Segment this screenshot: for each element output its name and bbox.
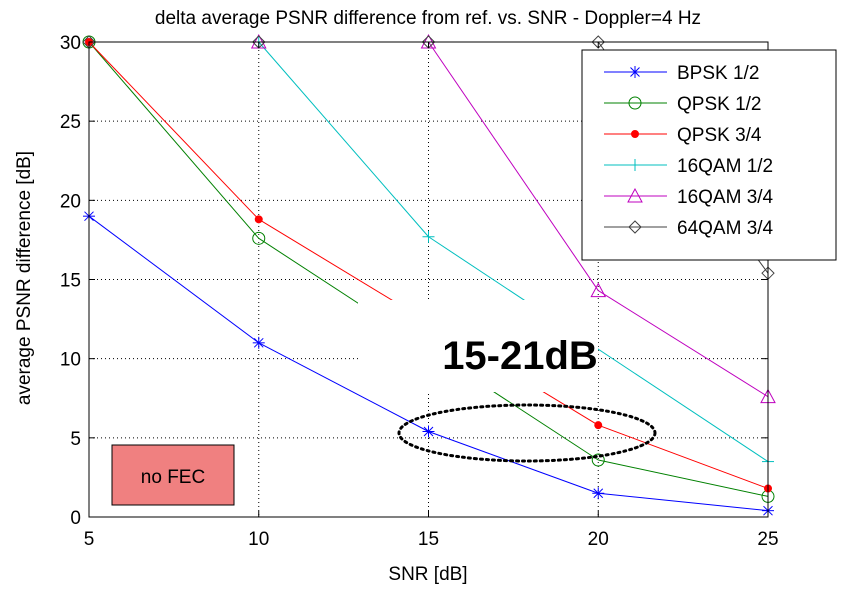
series-segment <box>88 41 260 220</box>
legend-label: 16QAM 3/4 <box>677 187 774 208</box>
x-tick-label: 15 <box>418 529 439 550</box>
series-bpsk-1-2 <box>83 210 774 517</box>
legend-entry: 16QAM 1/2 <box>604 156 773 177</box>
y-tick-label: 20 <box>60 191 81 212</box>
legend-entry: QPSK 1/2 <box>604 94 762 115</box>
legend-entry: 64QAM 3/4 <box>604 218 774 239</box>
data-point <box>594 421 603 430</box>
series-segment <box>598 459 769 497</box>
legend-marker <box>628 96 642 110</box>
legend-label: 16QAM 1/2 <box>677 156 773 177</box>
series-segment <box>428 236 769 463</box>
y-tick-label: 15 <box>60 271 81 292</box>
x-axis-label: SNR [dB] <box>388 564 467 585</box>
series-layer <box>82 33 776 517</box>
legend-label: QPSK 3/4 <box>677 125 762 146</box>
data-point <box>252 336 265 349</box>
legend-marker <box>628 220 642 234</box>
y-axis-label: average PSNR difference [dB] <box>14 151 35 405</box>
no-fec-box <box>111 444 235 506</box>
data-point <box>422 425 435 438</box>
series-segment <box>598 492 769 512</box>
legend-marker <box>629 159 641 171</box>
series-segment <box>428 41 599 291</box>
x-tick-label: 20 <box>588 529 609 550</box>
legend-entry: QPSK 3/4 <box>604 125 762 146</box>
y-tick-label: 0 <box>70 508 81 529</box>
x-tick-label: 25 <box>757 529 778 550</box>
legend-marker <box>629 66 641 78</box>
y-tick-label: 10 <box>60 350 81 371</box>
series-segment <box>88 215 260 344</box>
y-tick-label: 30 <box>60 33 81 54</box>
series-segment <box>258 342 429 432</box>
legend-label: 64QAM 3/4 <box>677 218 774 239</box>
series-segment <box>88 41 260 239</box>
y-tick-label: 25 <box>60 112 81 133</box>
data-point <box>254 215 263 224</box>
series-segment <box>597 290 769 398</box>
chart-title: delta average PSNR difference from ref. … <box>155 8 701 29</box>
data-point <box>591 453 605 467</box>
legend: BPSK 1/2 QPSK 1/2 QPSK 3/4 16QAM 1/2 16QAM 3… <box>581 49 837 261</box>
data-point <box>590 282 607 298</box>
data-point <box>252 231 266 245</box>
series-segment <box>428 431 599 494</box>
legend-label: QPSK 1/2 <box>677 94 762 115</box>
no-fec-label: no FEC <box>141 467 205 488</box>
annotation-layer: 15-21dB no FEC <box>111 300 657 506</box>
highlight-ellipse <box>397 403 657 463</box>
series-segment <box>598 424 769 489</box>
y-tick-label: 5 <box>70 429 81 450</box>
range-label: 15-21dB <box>442 334 598 378</box>
data-point <box>592 487 605 500</box>
data-point <box>422 230 435 243</box>
legend-marker <box>631 130 639 138</box>
label-backdrop <box>358 300 598 392</box>
legend-label: BPSK 1/2 <box>677 63 759 84</box>
legend-entry: BPSK 1/2 <box>604 63 759 84</box>
legend-marker <box>627 187 643 203</box>
legend-entry: 16QAM 3/4 <box>604 187 774 208</box>
x-tick-label: 10 <box>248 529 269 550</box>
x-tick-label: 5 <box>84 529 95 550</box>
legend-box <box>581 49 837 261</box>
series-segment <box>258 41 429 238</box>
